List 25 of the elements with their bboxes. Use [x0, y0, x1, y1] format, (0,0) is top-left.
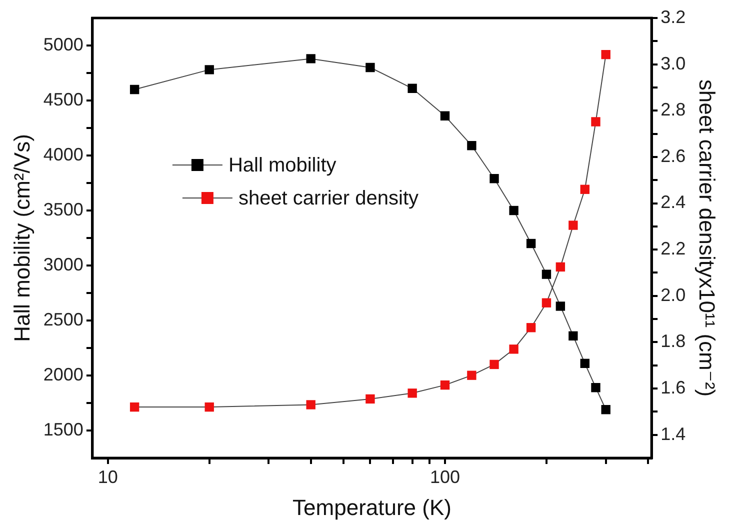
- y2-tick-label: 3.0: [660, 53, 686, 74]
- y2-tick-label: 1.4: [660, 424, 686, 444]
- x-tick-label: 10: [98, 466, 118, 487]
- y2-tick-label: 1.8: [660, 331, 686, 352]
- y-tick-label: 3000: [43, 254, 84, 274]
- y-axis-title: Hall mobility (cm²/Vs): [9, 134, 34, 342]
- legend-label: sheet carrier density: [238, 188, 419, 210]
- y2-tick-label: 2.8: [660, 100, 686, 120]
- y2-tick-label: 2.0: [660, 284, 686, 305]
- y2-tick-label: 3.2: [660, 6, 686, 27]
- y-tick-label: 4000: [43, 144, 84, 164]
- y-tick-label: 2000: [43, 364, 84, 384]
- y2-tick-label: 2.2: [660, 238, 686, 259]
- y-tick-label: 1500: [43, 419, 84, 440]
- y2-axis-title: sheet carrier densityx10¹¹ (cm⁻²): [694, 79, 720, 397]
- y2-tick-label: 2.6: [660, 146, 686, 166]
- y2-tick-label: 2.4: [660, 192, 686, 212]
- y2-tick-label: 1.6: [660, 377, 686, 398]
- y-tick-label: 4500: [43, 89, 84, 110]
- y-tick-label: 2500: [43, 309, 84, 330]
- legend-label: Hall mobility: [228, 154, 336, 177]
- x-axis-title: Temperature (K): [292, 494, 452, 520]
- x-tick-label: 100: [430, 466, 460, 487]
- y-tick-label: 3500: [43, 199, 84, 220]
- y-tick-label: 5000: [43, 34, 84, 54]
